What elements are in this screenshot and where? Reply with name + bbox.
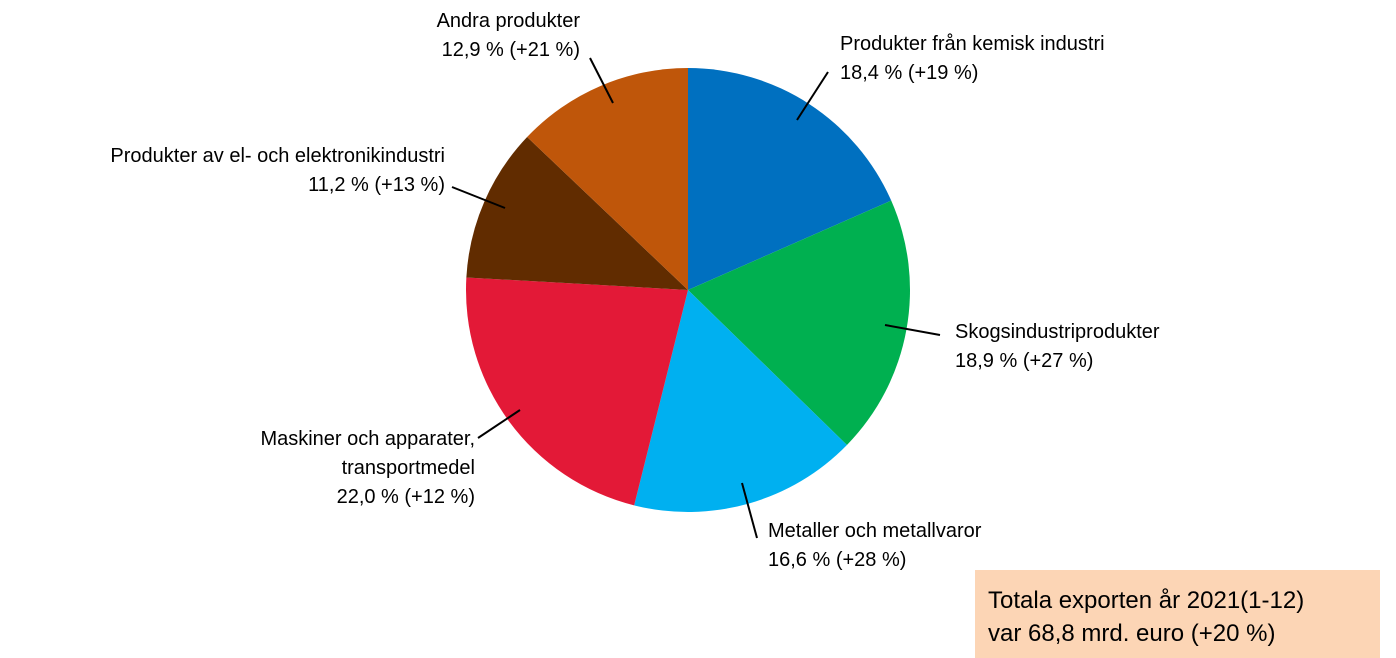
slices	[466, 68, 910, 512]
slice-label: Metaller och metallvaror 16,6 % (+28 %)	[768, 517, 981, 575]
category-label: Produkter från kemisk industri	[840, 33, 1105, 55]
slice-label: Skogsindustriprodukter 18,9 % (+27 %)	[955, 318, 1160, 376]
pie-slice	[634, 290, 847, 512]
pie-slice	[466, 277, 688, 506]
pie-slice	[688, 68, 892, 290]
slice-label: Andra produkter 12,9 % (+21 %)	[437, 7, 580, 65]
pie-slice	[466, 137, 688, 290]
leader-line	[796, 71, 829, 121]
category-label: Maskiner och apparater, transportmedel	[260, 428, 475, 479]
pie-slice	[527, 68, 688, 290]
category-label: Produkter av el- och elektronikindustri	[110, 145, 445, 167]
leader-line	[477, 409, 521, 439]
annotation: Totala exporten år 2021(1-12) var 68,8 m…	[975, 570, 1380, 658]
leader-lines	[451, 57, 941, 539]
leader-line	[451, 186, 506, 209]
value-label: 18,4 % (+19 %)	[840, 62, 979, 84]
value-label: 11,2 % (+13 %)	[308, 174, 445, 196]
leader-line	[741, 482, 758, 539]
value-label: 18,9 % (+27 %)	[955, 350, 1094, 372]
category-label: Skogsindustriprodukter	[955, 321, 1160, 343]
leader-line	[884, 324, 941, 336]
category-label: Andra produkter	[436, 10, 580, 32]
value-label: 12,9 % (+21 %)	[441, 39, 580, 61]
value-label: 22,0 % (+12 %)	[336, 486, 475, 508]
slice-label: Maskiner och apparater, transportmedel 22…	[260, 425, 475, 512]
category-label: Metaller och metallvaror	[768, 520, 982, 542]
slice-label: Produkter från kemisk industri 18,4 % (+1…	[840, 30, 1105, 88]
slice-label: Produkter av el- och elektronikindustri 1…	[110, 142, 445, 200]
pie-slice	[688, 200, 910, 445]
value-label: 16,6 % (+28 %)	[768, 549, 907, 571]
leader-line	[589, 57, 614, 104]
